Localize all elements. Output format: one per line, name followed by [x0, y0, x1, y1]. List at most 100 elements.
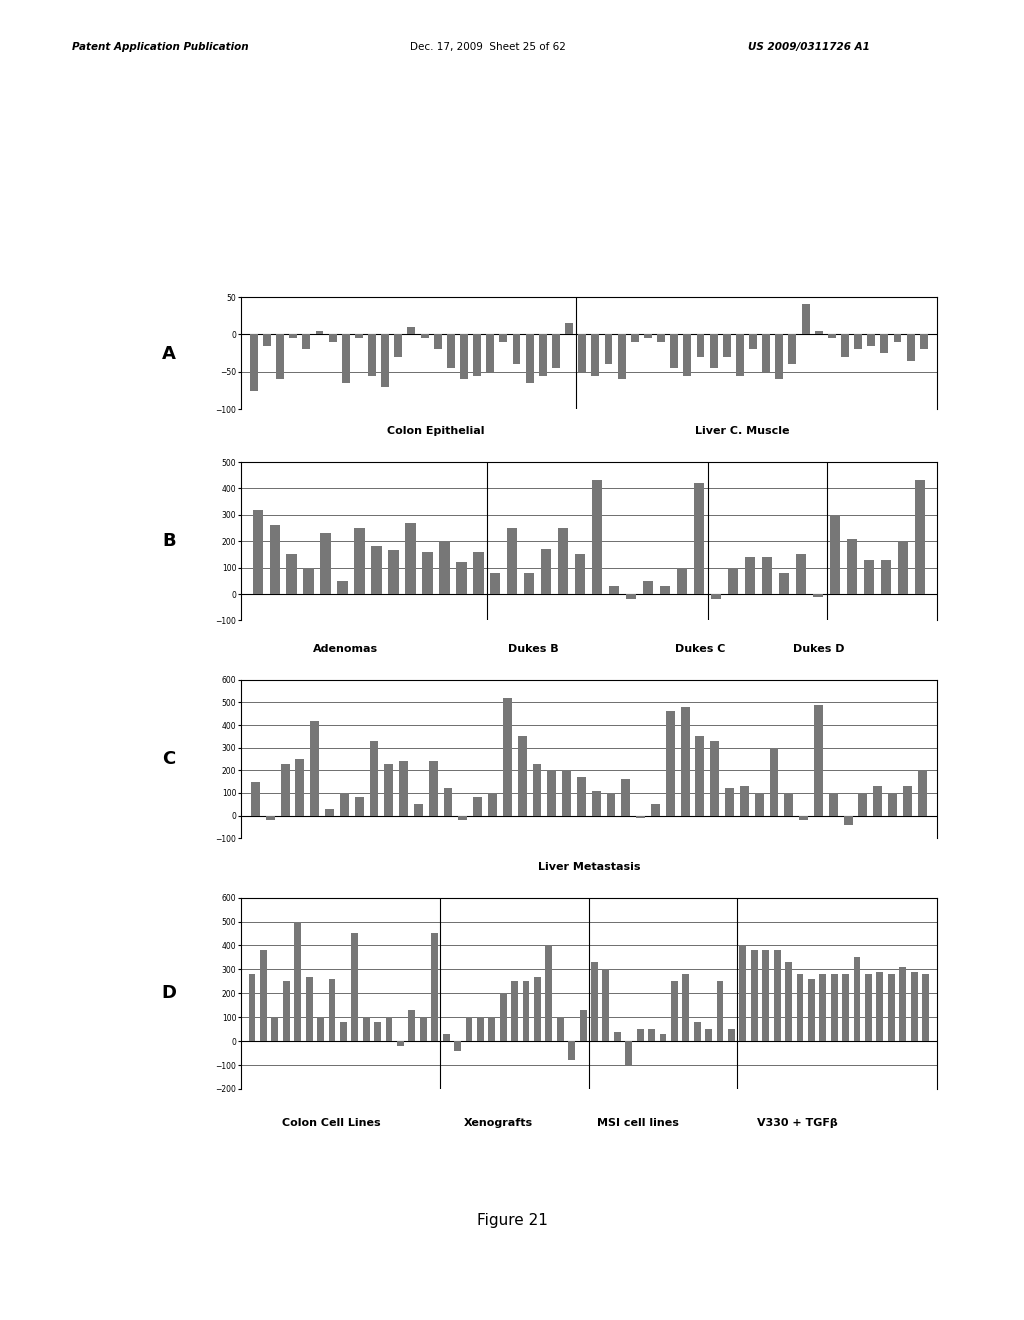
Text: Dukes B: Dukes B	[508, 644, 558, 655]
Bar	[614, 1032, 621, 1041]
Bar	[888, 793, 897, 816]
Bar	[696, 334, 705, 356]
Bar	[711, 741, 719, 816]
Bar	[683, 334, 691, 376]
Bar	[910, 972, 918, 1041]
Bar	[808, 979, 815, 1041]
Bar	[617, 334, 626, 379]
Bar	[386, 1018, 392, 1041]
Bar	[894, 334, 901, 342]
Bar	[739, 945, 746, 1041]
Bar	[397, 1041, 403, 1045]
Bar	[666, 711, 675, 816]
Text: Liver Metastasis: Liver Metastasis	[538, 862, 640, 873]
Bar	[770, 747, 778, 816]
Bar	[604, 334, 612, 364]
Bar	[814, 705, 823, 816]
Bar	[711, 594, 721, 599]
Bar	[434, 334, 441, 350]
Bar	[539, 334, 547, 376]
Text: Colon Epithelial: Colon Epithelial	[387, 426, 484, 436]
Bar	[899, 968, 906, 1041]
Bar	[828, 334, 836, 338]
Bar	[315, 331, 324, 334]
Text: Patent Application Publication: Patent Application Publication	[72, 42, 248, 53]
Bar	[920, 334, 928, 350]
Bar	[609, 586, 620, 594]
Bar	[651, 804, 659, 816]
Text: Colon Cell Lines: Colon Cell Lines	[282, 1118, 381, 1127]
Bar	[422, 552, 432, 594]
Bar	[477, 1018, 483, 1041]
Bar	[694, 1022, 700, 1041]
Bar	[342, 334, 349, 383]
Bar	[736, 334, 743, 376]
Bar	[671, 981, 678, 1041]
Bar	[354, 797, 364, 816]
Bar	[682, 974, 689, 1041]
Bar	[500, 994, 507, 1041]
Bar	[442, 1034, 450, 1041]
Bar	[454, 1041, 461, 1051]
Bar	[317, 1018, 324, 1041]
Bar	[660, 586, 671, 594]
Bar	[368, 334, 376, 376]
Bar	[695, 737, 705, 816]
Bar	[486, 334, 495, 372]
Bar	[490, 573, 501, 594]
Text: Dec. 17, 2009  Sheet 25 of 62: Dec. 17, 2009 Sheet 25 of 62	[410, 42, 565, 53]
Bar	[329, 334, 337, 342]
Bar	[303, 568, 313, 594]
Bar	[525, 334, 534, 383]
Bar	[269, 525, 280, 594]
Bar	[580, 1010, 587, 1041]
Bar	[813, 594, 823, 597]
Bar	[631, 334, 639, 342]
Bar	[577, 777, 586, 816]
Bar	[251, 781, 260, 816]
Bar	[865, 974, 871, 1041]
Bar	[507, 528, 517, 594]
Bar	[263, 334, 271, 346]
Bar	[340, 793, 349, 816]
Bar	[606, 793, 615, 816]
Bar	[579, 334, 586, 372]
Bar	[283, 981, 290, 1041]
Text: Dukes C: Dukes C	[675, 644, 725, 655]
Bar	[524, 573, 535, 594]
Bar	[657, 334, 665, 342]
Bar	[372, 546, 382, 594]
Bar	[266, 816, 274, 820]
Bar	[592, 480, 602, 594]
Bar	[466, 1018, 472, 1041]
Bar	[325, 809, 334, 816]
Bar	[636, 816, 645, 818]
Bar	[321, 533, 331, 594]
Bar	[906, 334, 914, 360]
Bar	[844, 816, 853, 825]
Bar	[394, 334, 402, 356]
Text: US 2009/0311726 A1: US 2009/0311726 A1	[748, 42, 869, 53]
Bar	[626, 1041, 632, 1065]
Bar	[637, 1030, 644, 1041]
Bar	[558, 528, 568, 594]
Bar	[408, 327, 416, 334]
Text: Adenomas: Adenomas	[312, 644, 378, 655]
Bar	[785, 962, 792, 1041]
Bar	[547, 771, 556, 816]
Bar	[728, 568, 738, 594]
Bar	[460, 334, 468, 379]
Bar	[302, 334, 310, 350]
Bar	[374, 1022, 381, 1041]
Bar	[842, 974, 849, 1041]
Bar	[864, 560, 874, 594]
Bar	[406, 523, 416, 594]
Bar	[659, 1034, 667, 1041]
Bar	[775, 334, 783, 379]
Bar	[828, 793, 838, 816]
Bar	[542, 549, 552, 594]
Bar	[854, 957, 860, 1041]
Bar	[830, 974, 838, 1041]
Bar	[923, 974, 929, 1041]
Text: Liver C. Muscle: Liver C. Muscle	[694, 426, 790, 436]
